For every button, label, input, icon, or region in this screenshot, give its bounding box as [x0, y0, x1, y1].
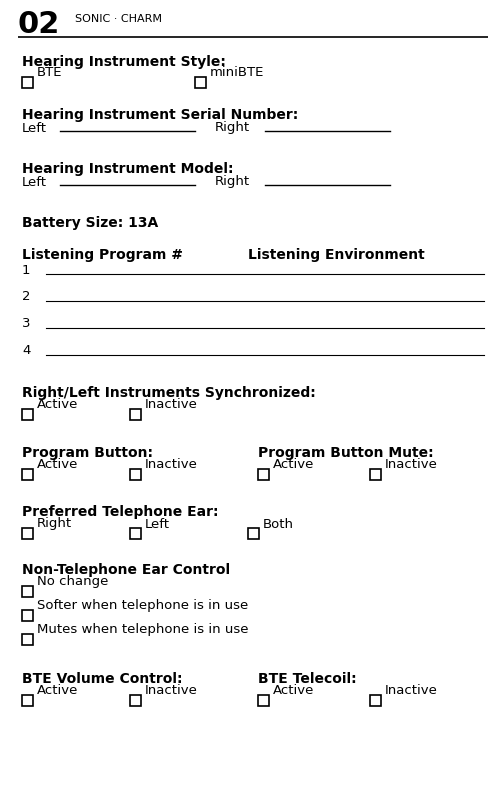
Text: Inactive: Inactive — [145, 398, 197, 411]
Text: Right: Right — [214, 175, 249, 188]
Text: Left: Left — [22, 122, 47, 135]
Bar — [258, 695, 269, 706]
Text: Inactive: Inactive — [384, 458, 437, 471]
Text: Hearing Instrument Serial Number:: Hearing Instrument Serial Number: — [22, 108, 298, 122]
Text: SONIC · CHARM: SONIC · CHARM — [75, 14, 162, 24]
Text: Hearing Instrument Style:: Hearing Instrument Style: — [22, 55, 225, 69]
Text: Inactive: Inactive — [145, 684, 197, 697]
Text: Listening Environment: Listening Environment — [247, 247, 424, 262]
Text: Active: Active — [273, 684, 314, 697]
Bar — [130, 410, 141, 420]
Bar — [130, 470, 141, 480]
Text: 2: 2 — [22, 290, 31, 303]
Bar — [22, 470, 33, 480]
Bar — [22, 695, 33, 706]
Text: Program Button:: Program Button: — [22, 445, 153, 460]
Bar — [194, 78, 205, 89]
Bar — [22, 410, 33, 420]
Text: BTE Volume Control:: BTE Volume Control: — [22, 672, 182, 685]
Bar — [22, 586, 33, 597]
Text: Listening Program #: Listening Program # — [22, 247, 183, 262]
Bar — [369, 695, 380, 706]
Text: 3: 3 — [22, 317, 31, 330]
Text: Preferred Telephone Ear:: Preferred Telephone Ear: — [22, 504, 218, 518]
Bar — [369, 470, 380, 480]
Text: BTE Telecoil:: BTE Telecoil: — [258, 672, 356, 685]
Text: 1: 1 — [22, 264, 31, 277]
Text: Left: Left — [22, 175, 47, 188]
Text: 02: 02 — [18, 10, 60, 39]
Text: miniBTE: miniBTE — [209, 67, 264, 79]
Text: Non-Telephone Ear Control: Non-Telephone Ear Control — [22, 562, 229, 577]
Text: Softer when telephone is in use: Softer when telephone is in use — [37, 599, 248, 611]
Text: BTE: BTE — [37, 67, 63, 79]
Text: Inactive: Inactive — [145, 458, 197, 471]
Text: Program Button Mute:: Program Button Mute: — [258, 445, 433, 460]
Bar — [258, 470, 269, 480]
Text: Active: Active — [37, 684, 78, 697]
Text: Battery Size: 13A: Battery Size: 13A — [22, 216, 158, 230]
Text: Inactive: Inactive — [384, 684, 437, 697]
Text: No change: No change — [37, 575, 108, 588]
Text: Left: Left — [145, 517, 170, 530]
Text: Right: Right — [37, 517, 72, 530]
Bar — [22, 78, 33, 89]
Bar — [22, 610, 33, 621]
Text: Hearing Instrument Model:: Hearing Instrument Model: — [22, 162, 233, 176]
Bar — [22, 634, 33, 646]
Bar — [130, 695, 141, 706]
Text: Active: Active — [273, 458, 314, 471]
Text: Active: Active — [37, 398, 78, 411]
Bar — [247, 528, 259, 539]
Text: Right: Right — [214, 122, 249, 135]
Text: Mutes when telephone is in use: Mutes when telephone is in use — [37, 623, 248, 636]
Text: 4: 4 — [22, 344, 31, 357]
Text: Active: Active — [37, 458, 78, 471]
Text: Right/Left Instruments Synchronized:: Right/Left Instruments Synchronized: — [22, 385, 315, 400]
Bar — [130, 528, 141, 539]
Text: Both: Both — [263, 517, 294, 530]
Bar — [22, 528, 33, 539]
